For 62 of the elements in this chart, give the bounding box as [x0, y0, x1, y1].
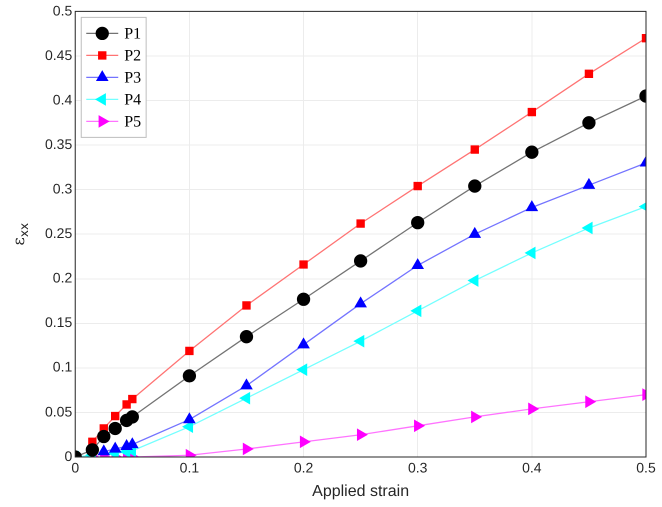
x-tick-label: 0.3: [408, 459, 428, 476]
point: [240, 392, 250, 404]
y-tick-label: 0.2: [52, 270, 72, 286]
x-tick-label: 0.1: [180, 459, 200, 476]
point: [185, 346, 194, 356]
point: [582, 116, 596, 130]
y-tick-label: 0.1: [52, 358, 72, 375]
y-tick-label: 0: [64, 448, 72, 464]
point: [354, 297, 366, 308]
y-tick-label: 0.25: [45, 225, 72, 242]
point: [299, 260, 308, 269]
point: [109, 442, 122, 453]
point: [526, 200, 538, 212]
x-tick-label: 0.5: [636, 459, 656, 476]
point: [86, 443, 100, 457]
point: [584, 70, 594, 78]
point: [356, 219, 365, 228]
point: [111, 412, 120, 420]
point: [128, 394, 137, 404]
point: [97, 430, 110, 444]
point: [468, 274, 478, 286]
y-tick-label: 0.15: [45, 314, 72, 330]
y-axis-title: εxx: [9, 222, 32, 246]
point: [411, 304, 422, 317]
legend-label: P2: [124, 48, 142, 65]
y-tick-label: 0.4: [52, 91, 72, 108]
point: [528, 108, 536, 116]
point: [468, 179, 482, 193]
point: [98, 445, 110, 456]
point: [242, 301, 251, 310]
point: [470, 145, 479, 154]
x-axis-title: Applied strain: [312, 482, 410, 500]
point: [240, 379, 252, 390]
legend-label: P5: [124, 114, 142, 131]
point: [582, 222, 593, 234]
y-tick-label: 0.5: [52, 2, 72, 18]
point: [354, 254, 368, 268]
point: [298, 338, 310, 348]
legend-label: P4: [124, 92, 142, 109]
point: [525, 146, 538, 159]
point: [182, 369, 196, 383]
point: [296, 292, 310, 306]
x-tick-label: 0.2: [294, 459, 314, 476]
point: [108, 422, 122, 436]
point: [583, 178, 595, 189]
point: [412, 258, 424, 270]
legend-label: P1: [124, 26, 142, 43]
point: [414, 182, 422, 190]
point: [184, 412, 196, 424]
point: [354, 335, 364, 347]
legend-label: P3: [124, 70, 142, 87]
point: [296, 364, 308, 376]
y-tick-label: 0.35: [45, 136, 72, 152]
point: [525, 247, 536, 259]
point: [240, 330, 254, 344]
point: [468, 228, 481, 238]
y-tick-label: 0.05: [45, 403, 72, 420]
point: [411, 216, 424, 230]
y-tick-label: 0.45: [45, 46, 72, 63]
point: [126, 410, 139, 424]
x-tick-label: 0.4: [522, 459, 542, 476]
y-tick-label: 0.3: [52, 180, 72, 196]
